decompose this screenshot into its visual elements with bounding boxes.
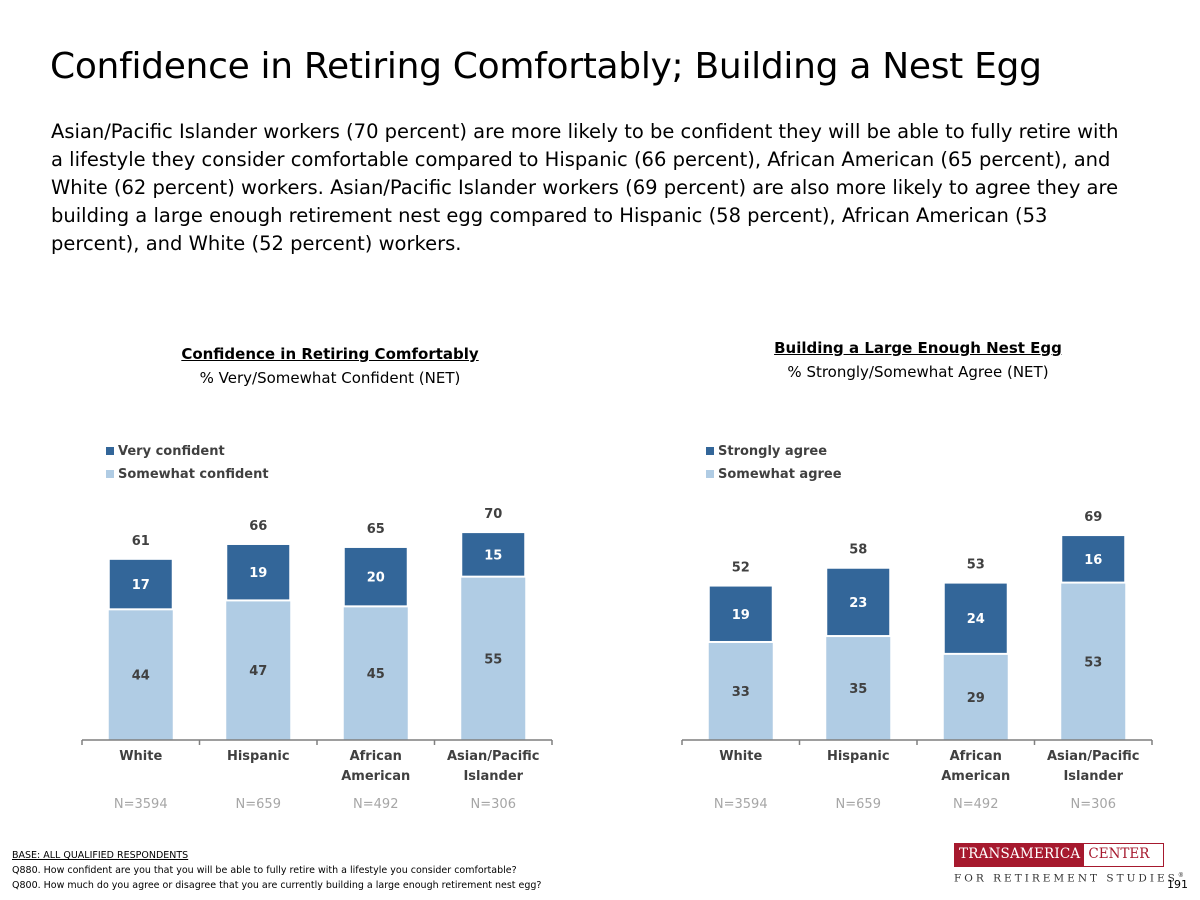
chart1-legend-swatch-1 xyxy=(106,470,114,478)
footnote-q800: Q800. How much do you agree or disagree … xyxy=(12,880,542,891)
chart2-label-very-0: 19 xyxy=(732,608,750,623)
chart2-legend-swatch-0 xyxy=(706,447,714,455)
chart2-label-somewhat-1: 35 xyxy=(849,682,867,697)
chart1-bar-very-2 xyxy=(342,545,409,608)
chart-2-title: Building a Large Enough Nest Egg xyxy=(774,339,1062,357)
chart2-bar-very-2 xyxy=(942,581,1009,655)
chart1-legend-label-0: Very confident xyxy=(118,444,225,459)
footnotes: BASE: ALL QUALIFIED RESPONDENTS Q880. Ho… xyxy=(12,848,541,893)
chart2-bar-very-3 xyxy=(1060,534,1127,584)
chart2-bar-somewhat-2 xyxy=(943,653,1008,740)
chart2-label-very-3: 16 xyxy=(1084,553,1102,568)
chart1-bar-very-1 xyxy=(225,542,292,602)
chart1-label-total-2: 65 xyxy=(367,522,385,537)
chart1-label-somewhat-0: 44 xyxy=(132,669,150,684)
chart2-bar-somewhat-0 xyxy=(708,641,773,740)
chart2-n-label-2: N=492 xyxy=(953,797,998,812)
chart2-label-very-2: 24 xyxy=(967,612,985,627)
logo-center: CENTER xyxy=(1088,846,1150,862)
chart1-label-somewhat-3: 55 xyxy=(484,652,502,667)
chart1-bar-very-3 xyxy=(460,531,527,578)
chart1-bar-somewhat-0 xyxy=(108,609,173,740)
chart2-label-total-2: 53 xyxy=(967,558,985,573)
footnote-base: BASE: ALL QUALIFIED RESPONDENTS xyxy=(12,850,189,861)
page-number: 191 xyxy=(1167,878,1188,891)
summary-paragraph: Asian/Pacific Islander workers (70 perce… xyxy=(51,120,1119,255)
chart1-bar-somewhat-3 xyxy=(461,576,526,740)
chart1-n-label-0: N=3594 xyxy=(114,797,168,812)
chart1-label-somewhat-2: 45 xyxy=(367,667,385,682)
chart1-n-label-1: N=659 xyxy=(236,797,281,812)
chart1-label-very-2: 20 xyxy=(367,571,385,586)
chart2-category-label-3-1: Islander xyxy=(1063,769,1123,784)
chart-1-header: Confidence in Retiring Comfortably % Ver… xyxy=(130,345,530,387)
chart1-label-very-1: 19 xyxy=(249,566,267,581)
chart1-category-label-1-0: Hispanic xyxy=(227,749,290,764)
chart2-label-somewhat-2: 29 xyxy=(967,691,985,706)
chart-confidence-retiring: Very confident Somewhat confident 44 17 61 Wh… xyxy=(81,444,553,812)
chart1-legend-label-1: Somewhat confident xyxy=(118,467,269,482)
chart2-bar-somewhat-3 xyxy=(1061,582,1126,740)
chart2-category-label-2-1: American xyxy=(941,769,1010,784)
chart2-category-label-2-0: African xyxy=(950,749,1002,764)
chart2-category-label-3-0: Asian/Pacific xyxy=(1047,749,1140,764)
chart2-bar-somewhat-1 xyxy=(826,636,891,740)
chart-1-title: Confidence in Retiring Comfortably xyxy=(181,345,479,363)
logo-transamerica: TRANSAMERICA xyxy=(955,844,1085,866)
chart1-label-very-0: 17 xyxy=(132,578,150,593)
chart2-label-total-1: 58 xyxy=(849,543,867,558)
chart2-n-label-3: N=306 xyxy=(1071,797,1116,812)
chart2-legend-label-0: Strongly agree xyxy=(718,444,827,459)
chart1-label-total-3: 70 xyxy=(484,507,502,522)
chart2-label-total-3: 69 xyxy=(1084,510,1102,525)
chart2-category-label-1-0: Hispanic xyxy=(827,749,890,764)
page-title: Confidence in Retiring Comfortably; Buil… xyxy=(50,46,1042,87)
chart2-label-somewhat-0: 33 xyxy=(732,685,750,700)
chart1-label-somewhat-1: 47 xyxy=(249,664,267,679)
transamerica-logo: TRANSAMERICA CENTER FOR RETIREMENT STUDI… xyxy=(954,843,1187,885)
chart1-category-label-2-1: American xyxy=(341,769,410,784)
chart1-bar-very-0 xyxy=(107,557,174,611)
chart1-bar-somewhat-2 xyxy=(343,606,408,740)
chart2-label-very-1: 23 xyxy=(849,596,867,611)
chart2-label-somewhat-3: 53 xyxy=(1084,655,1102,670)
chart-nest-egg: Strongly agree Somewhat agree 33 19 52 White N… xyxy=(681,444,1153,812)
chart1-label-total-1: 66 xyxy=(249,519,267,534)
chart1-label-total-0: 61 xyxy=(132,534,150,549)
chart1-category-label-0-0: White xyxy=(119,749,162,764)
chart1-category-label-3-0: Asian/Pacific xyxy=(447,749,540,764)
chart2-n-label-0: N=3594 xyxy=(714,797,768,812)
chart1-n-label-3: N=306 xyxy=(471,797,516,812)
chart1-n-label-2: N=492 xyxy=(353,797,398,812)
chart2-bar-very-0 xyxy=(707,584,774,643)
logo-tagline: FOR RETIREMENT STUDIES® xyxy=(954,872,1187,885)
chart1-label-very-3: 15 xyxy=(484,548,502,563)
chart1-legend-swatch-0 xyxy=(106,447,114,455)
chart1-category-label-2-0: African xyxy=(350,749,402,764)
chart-2-subtitle: % Strongly/Somewhat Agree (NET) xyxy=(787,363,1049,381)
chart2-n-label-1: N=659 xyxy=(836,797,881,812)
chart-2-header: Building a Large Enough Nest Egg % Stron… xyxy=(718,339,1118,381)
chart2-legend-swatch-1 xyxy=(706,470,714,478)
chart2-label-total-0: 52 xyxy=(732,561,750,576)
chart2-category-label-0-0: White xyxy=(719,749,762,764)
chart2-legend-label-1: Somewhat agree xyxy=(718,467,842,482)
chart-1-subtitle: % Very/Somewhat Confident (NET) xyxy=(199,369,461,387)
footnote-q880: Q880. How confident are you that you wil… xyxy=(12,865,517,876)
chart2-bar-very-1 xyxy=(825,566,892,638)
chart1-category-label-3-1: Islander xyxy=(463,769,523,784)
chart1-bar-somewhat-1 xyxy=(226,600,291,740)
